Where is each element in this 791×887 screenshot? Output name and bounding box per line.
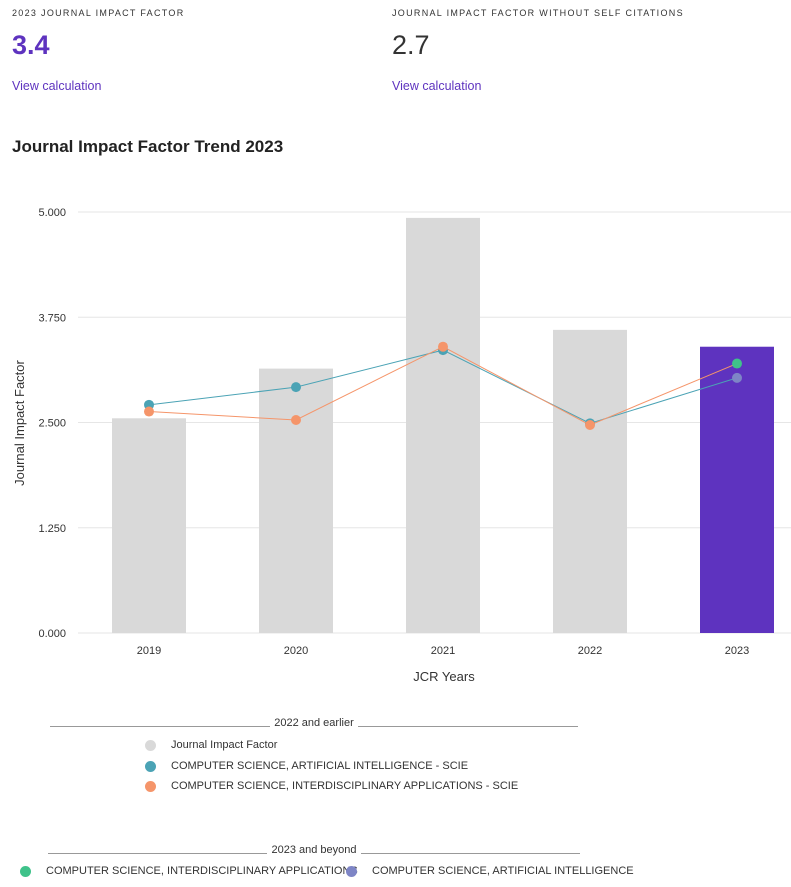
x-axis-title: JCR Years: [413, 669, 475, 684]
series-point-1: [144, 406, 154, 417]
x-tick-label: 2019: [137, 645, 161, 657]
bar-2023: [700, 346, 774, 633]
bar-2020: [259, 368, 333, 633]
chart-title: Journal Impact Factor Trend 2023: [12, 137, 284, 156]
x-tick-label: 2023: [725, 645, 749, 657]
point-2023-1: [732, 372, 742, 383]
series-point-0: [291, 382, 301, 393]
legend-heading-text: 2023 and beyond: [271, 844, 357, 856]
bar-2021: [406, 217, 480, 634]
legend-label: COMPUTER SCIENCE, ARTIFICIAL INTELLIGENC…: [372, 865, 634, 877]
impact-factor-trend-chart: 0.000 1.250 2.500 3.750 5.000 2019 2020 2021 202…: [12, 207, 791, 684]
y-tick-label: 5.000: [38, 207, 66, 219]
metric-label: 2023 JOURNAL IMPACT FACTOR: [12, 8, 185, 18]
legend-heading-beyond: 2023 and beyond: [48, 844, 580, 856]
legend-dot: [346, 865, 357, 877]
y-tick-label: 3.750: [38, 312, 66, 324]
legend-label: COMPUTER SCIENCE, INTERDISCIPLINARY APPL…: [171, 780, 519, 792]
series-point-1: [438, 341, 448, 352]
legend-dot: [145, 760, 156, 772]
legend-item-cs-ai[interactable]: COMPUTER SCIENCE, ARTIFICIAL INTELLIGENC…: [346, 865, 634, 877]
y-tick-label: 1.250: [38, 523, 66, 535]
legend-dot: [145, 739, 156, 751]
view-calculation-link[interactable]: View calculation: [392, 79, 482, 93]
x-tick-label: 2021: [431, 645, 455, 657]
x-tick-label: 2020: [284, 645, 308, 657]
legend-item-journal-impact-factor[interactable]: Journal Impact Factor: [145, 739, 277, 751]
legend-heading-text: 2022 and earlier: [274, 717, 354, 729]
y-tick-label: 2.500: [38, 418, 66, 430]
legend-item-cs-interdisciplinary-scie[interactable]: COMPUTER SCIENCE, INTERDISCIPLINARY APPL…: [145, 780, 518, 792]
series-point-1: [585, 420, 595, 431]
bar-2022: [553, 329, 627, 633]
legend-dot: [20, 865, 31, 877]
y-axis-title: Journal Impact Factor: [12, 359, 27, 485]
series-point-1: [291, 414, 301, 425]
x-tick-label: 2022: [578, 645, 602, 657]
view-calculation-link[interactable]: View calculation: [12, 79, 102, 93]
legend-label: Journal Impact Factor: [171, 739, 278, 751]
legend-heading-earlier: 2022 and earlier: [50, 717, 579, 729]
bar-2019: [112, 418, 186, 633]
point-2023-0: [732, 358, 742, 369]
legend-label: COMPUTER SCIENCE, ARTIFICIAL INTELLIGENC…: [171, 760, 469, 772]
legend-label: COMPUTER SCIENCE, INTERDISCIPLINARY APPL…: [46, 865, 358, 877]
legend-dot: [145, 780, 156, 792]
metric-value: 2.7: [392, 30, 430, 60]
metric-value: 3.4: [12, 30, 50, 60]
y-tick-label: 0.000: [38, 628, 66, 640]
legend-item-cs-ai-scie[interactable]: COMPUTER SCIENCE, ARTIFICIAL INTELLIGENC…: [145, 760, 468, 772]
legend-item-cs-interdisciplinary[interactable]: COMPUTER SCIENCE, INTERDISCIPLINARY APPL…: [20, 865, 358, 877]
metric-label: JOURNAL IMPACT FACTOR WITHOUT SELF CITAT…: [392, 8, 684, 18]
